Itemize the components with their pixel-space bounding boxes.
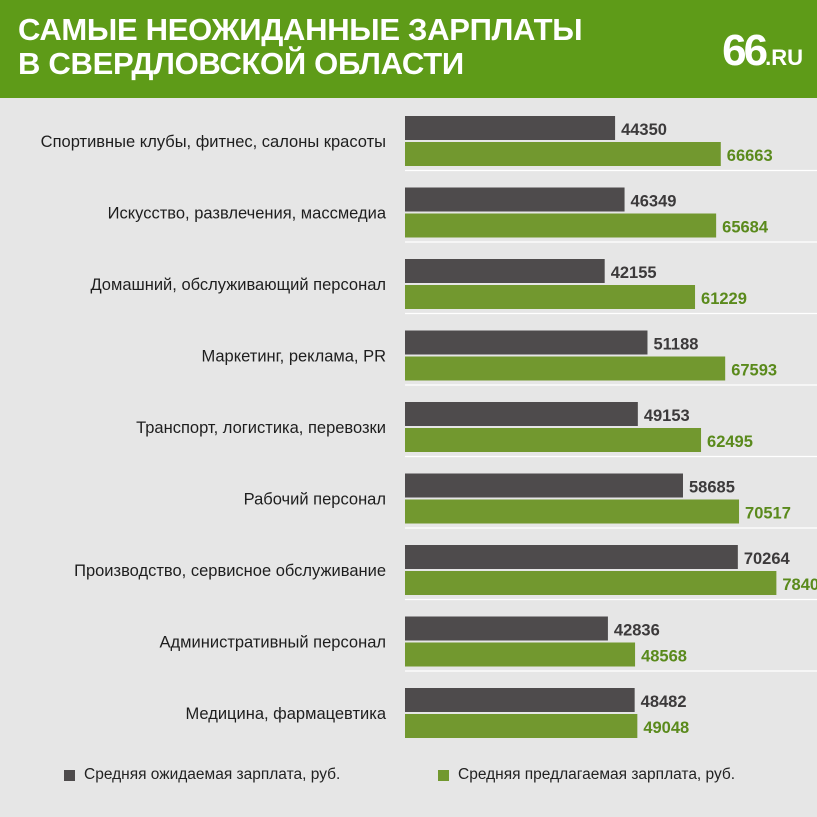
data-label-offered: 66663 xyxy=(727,147,773,165)
category-label: Производство, сервисное обслуживание xyxy=(74,562,386,580)
bar-expected xyxy=(405,116,616,140)
category-label: Медицина, фармацевтика xyxy=(185,705,386,723)
category-label: Спортивные клубы, фитнес, салоны красоты xyxy=(41,133,386,151)
chart-title: САМЫЕ НЕОЖИДАННЫЕ ЗАРПЛАТЫ В СВЕРДЛОВСКО… xyxy=(18,12,583,81)
data-label-expected: 51188 xyxy=(653,336,698,354)
category-label: Транспорт, логистика, перевозки xyxy=(136,419,386,437)
data-label-offered: 67593 xyxy=(731,362,777,380)
category-label: Искусство, развлечения, массмедиа xyxy=(108,205,387,223)
data-label-expected: 70264 xyxy=(744,550,791,568)
data-label-expected: 44350 xyxy=(621,121,667,139)
bar-offered xyxy=(405,213,717,238)
data-label-expected: 58685 xyxy=(689,479,735,497)
data-label-offered: 65684 xyxy=(722,219,769,237)
bar-offered xyxy=(405,356,726,381)
logo-suffix: .RU xyxy=(765,45,803,70)
bar-offered xyxy=(405,428,702,452)
bar-expected xyxy=(405,688,635,712)
legend-label-expected: Средняя ожидаемая зарплата, руб. xyxy=(84,766,341,783)
site-logo[interactable]: 66.RU xyxy=(722,26,803,76)
category-label: Административный персонал xyxy=(160,634,386,652)
legend-item-offered: Средняя предлагаемая зарплата, руб. xyxy=(438,766,735,784)
bar-expected xyxy=(405,402,638,426)
data-label-offered: 70517 xyxy=(745,505,791,523)
header-banner: САМЫЕ НЕОЖИДАННЫЕ ЗАРПЛАТЫ В СВЕРДЛОВСКО… xyxy=(0,0,817,98)
bar-offered xyxy=(405,285,696,309)
data-label-offered: 62495 xyxy=(707,433,753,451)
bar-offered xyxy=(405,142,721,166)
chart-legend: Средняя ожидаемая зарплата, руб. Средняя… xyxy=(0,766,817,790)
data-label-expected: 42836 xyxy=(614,622,660,640)
category-label: Маркетинг, реклама, PR xyxy=(201,348,386,366)
category-label: Рабочий персонал xyxy=(244,491,386,509)
data-label-expected: 49153 xyxy=(644,407,690,425)
data-label-offered: 78401 xyxy=(782,576,817,594)
bar-expected xyxy=(405,545,738,569)
title-line-2: В СВЕРДЛОВСКОЙ ОБЛАСТИ xyxy=(18,46,464,81)
legend-item-expected: Средняя ожидаемая зарплата, руб. xyxy=(64,766,340,784)
bar-offered xyxy=(405,714,638,738)
bar-offered xyxy=(405,642,636,667)
bar-expected xyxy=(405,473,683,498)
bar-expected xyxy=(405,330,648,355)
bar-expected xyxy=(405,187,625,212)
data-label-expected: 42155 xyxy=(611,264,657,282)
data-label-offered: 48568 xyxy=(641,648,687,666)
data-label-expected: 48482 xyxy=(641,693,687,711)
legend-swatch-offered xyxy=(438,769,449,781)
data-label-expected: 46349 xyxy=(631,193,677,211)
bar-expected xyxy=(405,259,605,283)
data-label-offered: 49048 xyxy=(643,719,689,737)
data-label-offered: 61229 xyxy=(701,290,747,308)
bar-offered xyxy=(405,499,740,524)
title-line-1: САМЫЕ НЕОЖИДАННЫЕ ЗАРПЛАТЫ xyxy=(18,12,583,47)
legend-swatch-expected xyxy=(64,769,75,781)
bar-offered xyxy=(405,571,777,595)
legend-label-offered: Средняя предлагаемая зарплата, руб. xyxy=(458,766,736,783)
bar-expected xyxy=(405,616,608,641)
bar-chart: Спортивные клубы, фитнес, салоны красоты… xyxy=(41,116,817,738)
logo-number: 66 xyxy=(722,26,768,75)
category-label: Домашний, обслуживающий персонал xyxy=(90,276,386,294)
